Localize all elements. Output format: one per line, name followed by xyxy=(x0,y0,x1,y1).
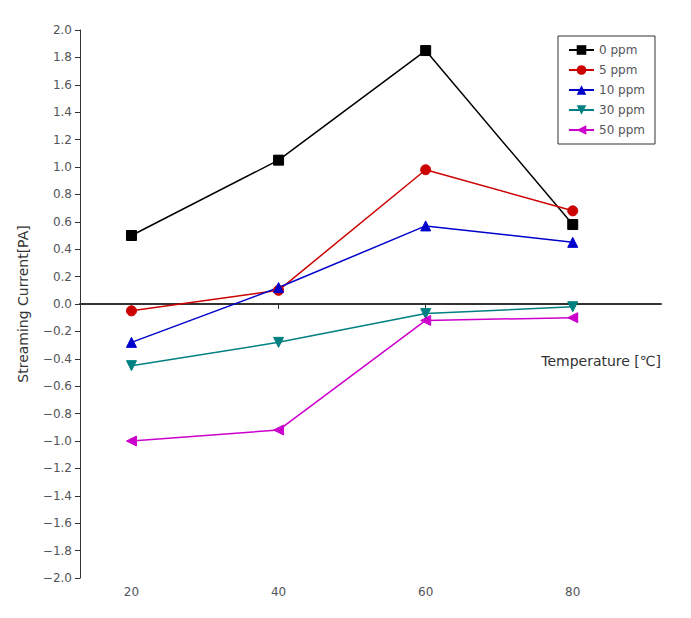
svg-text:0.6: 0.6 xyxy=(53,215,72,229)
svg-text:−2.0: −2.0 xyxy=(43,571,72,585)
svg-text:60: 60 xyxy=(418,585,433,599)
svg-text:−0.6: −0.6 xyxy=(43,379,72,393)
svg-text:10 ppm: 10 ppm xyxy=(599,83,645,97)
svg-text:5 ppm: 5 ppm xyxy=(599,63,637,77)
svg-text:Temperature [℃]: Temperature [℃] xyxy=(540,353,661,369)
svg-text:−0.8: −0.8 xyxy=(43,407,72,421)
svg-text:20: 20 xyxy=(124,585,139,599)
svg-text:1.8: 1.8 xyxy=(53,50,72,64)
svg-text:−1.6: −1.6 xyxy=(43,516,72,530)
svg-text:−0.2: −0.2 xyxy=(43,324,72,338)
svg-text:−1.2: −1.2 xyxy=(43,461,72,475)
svg-text:−1.8: −1.8 xyxy=(43,544,72,558)
svg-text:30 ppm: 30 ppm xyxy=(599,103,645,117)
svg-text:−1.4: −1.4 xyxy=(43,489,72,503)
svg-text:1.4: 1.4 xyxy=(53,105,72,119)
svg-text:0.8: 0.8 xyxy=(53,187,72,201)
svg-text:0.2: 0.2 xyxy=(53,270,72,284)
svg-text:1.2: 1.2 xyxy=(53,133,72,147)
svg-text:80: 80 xyxy=(565,585,580,599)
svg-text:0.0: 0.0 xyxy=(53,297,72,311)
svg-text:0 ppm: 0 ppm xyxy=(599,43,637,57)
svg-text:−1.0: −1.0 xyxy=(43,434,72,448)
svg-text:40: 40 xyxy=(271,585,286,599)
svg-text:2.0: 2.0 xyxy=(53,23,72,37)
svg-text:0.4: 0.4 xyxy=(53,242,72,256)
svg-text:−0.4: −0.4 xyxy=(43,352,72,366)
svg-text:Streaming Current[PA]: Streaming Current[PA] xyxy=(15,225,31,382)
svg-text:1.6: 1.6 xyxy=(53,78,72,92)
svg-text:50 ppm: 50 ppm xyxy=(599,123,645,137)
svg-text:1.0: 1.0 xyxy=(53,160,72,174)
